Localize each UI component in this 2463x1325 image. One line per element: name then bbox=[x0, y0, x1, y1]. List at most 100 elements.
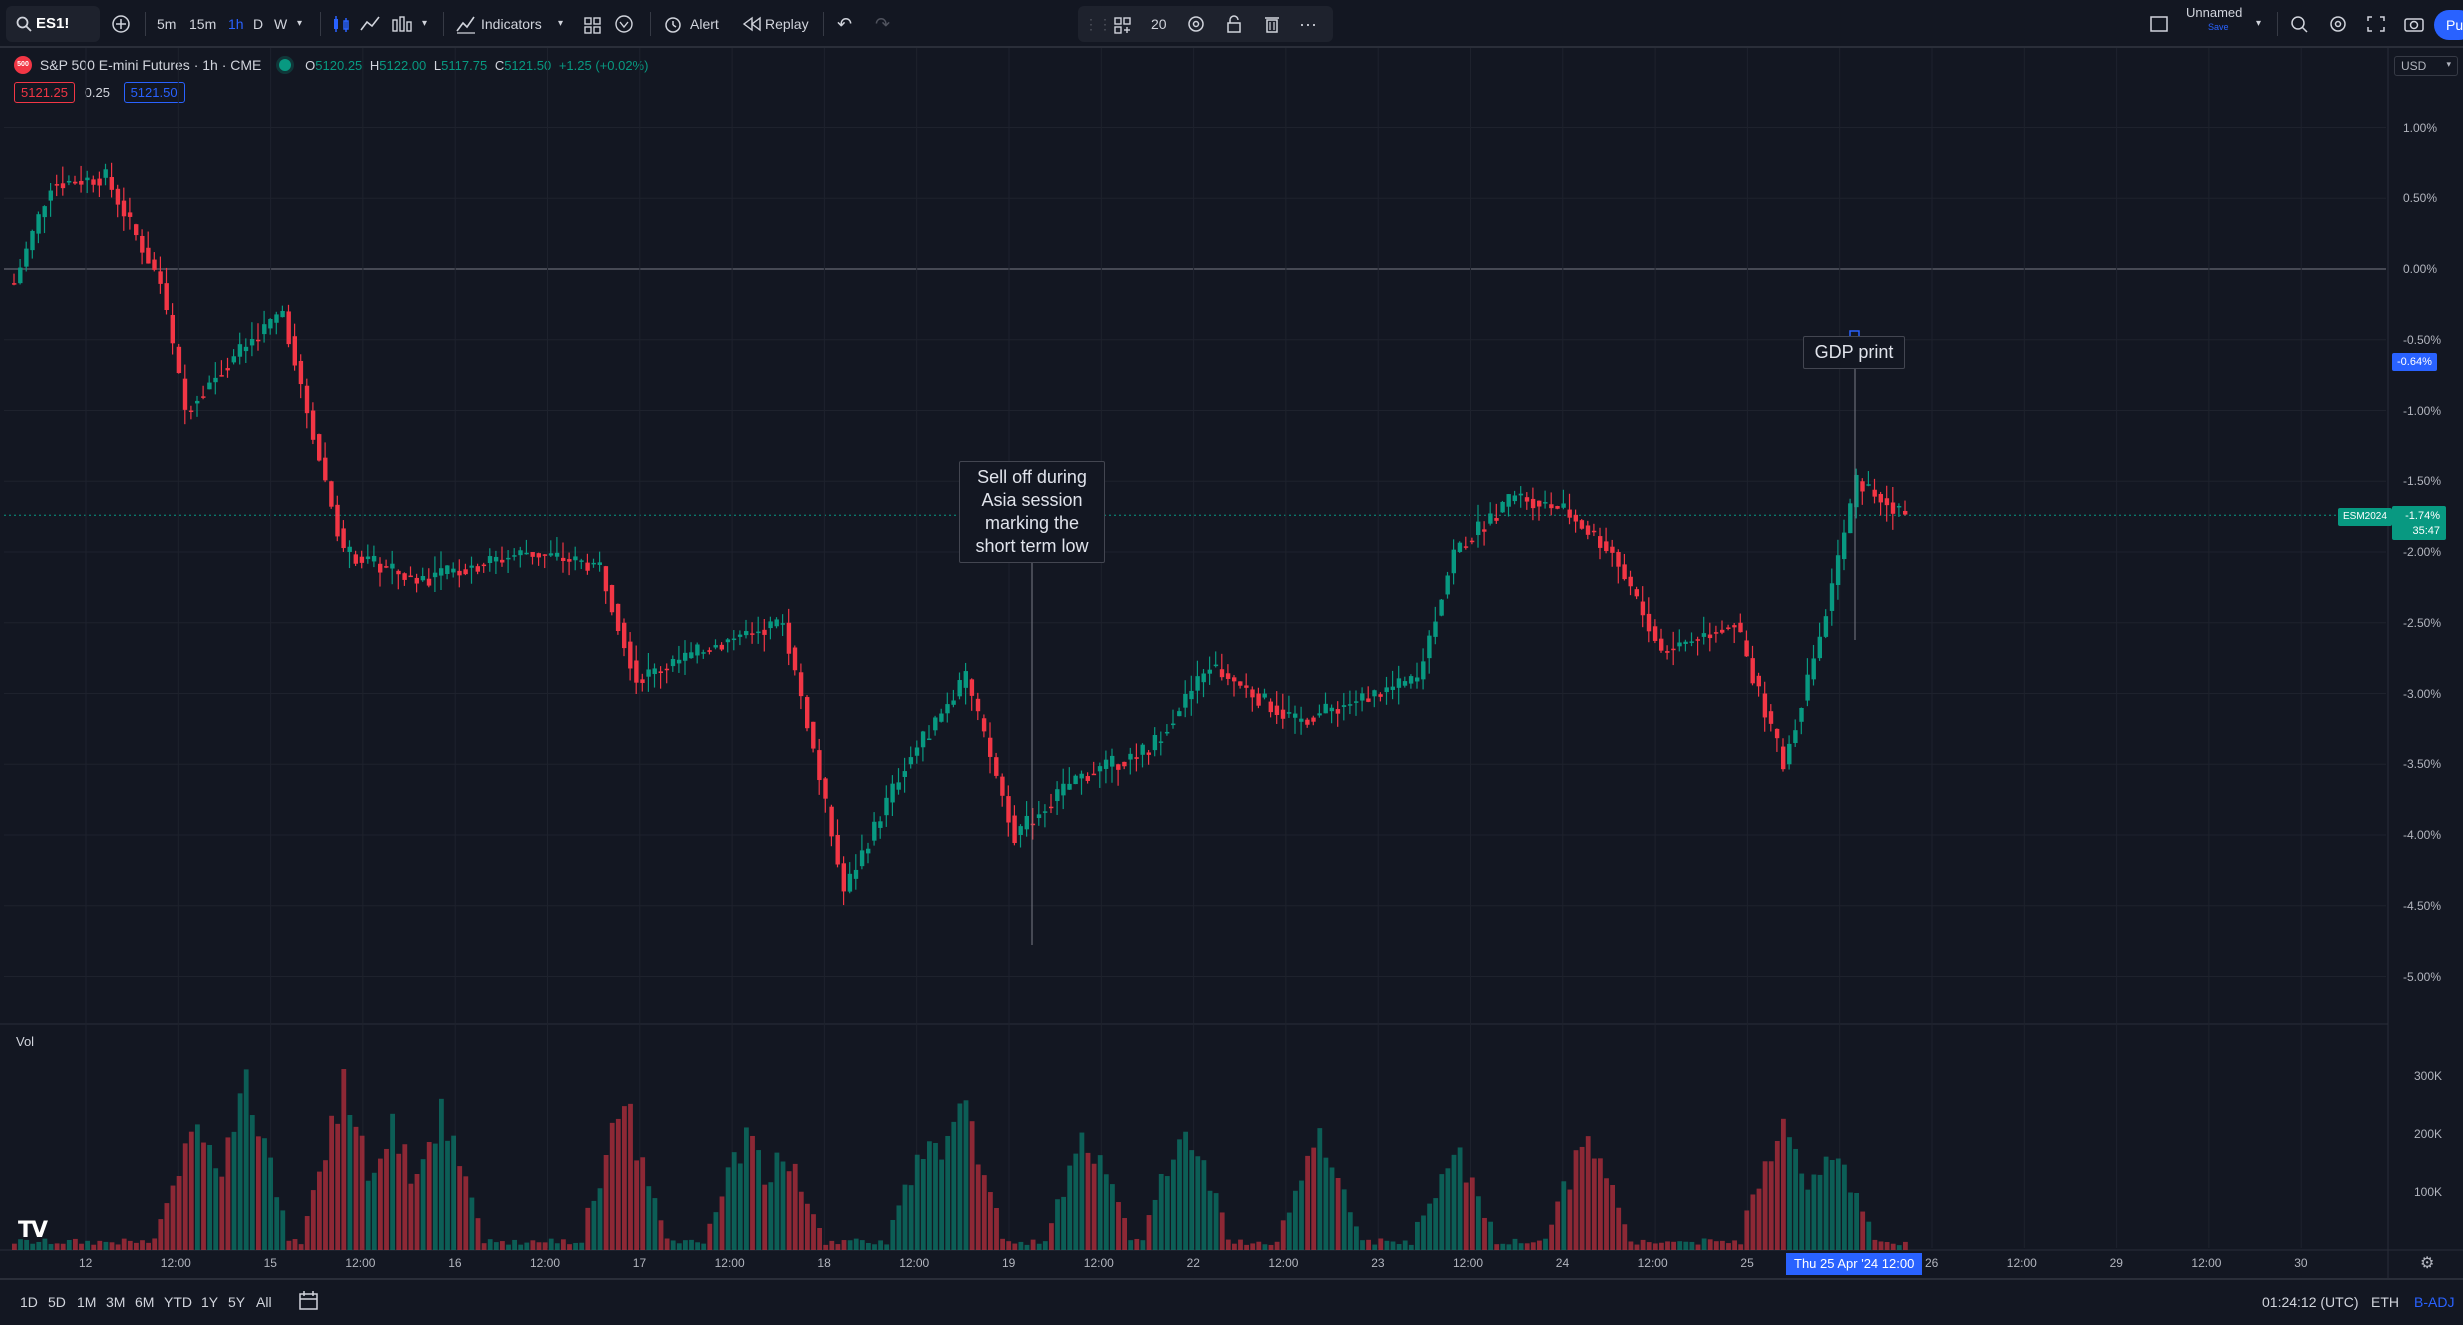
alert-button[interactable]: Alert bbox=[690, 16, 719, 32]
volume-label[interactable]: Vol bbox=[16, 1034, 35, 1049]
replay-icon[interactable] bbox=[740, 8, 762, 40]
candle bbox=[512, 555, 517, 557]
line-chart-icon[interactable] bbox=[359, 8, 381, 40]
tradingview-logo[interactable]: TV bbox=[18, 1218, 48, 1243]
volume-bar bbox=[506, 1244, 511, 1250]
redo-icon[interactable]: ↷ bbox=[875, 14, 891, 34]
candle bbox=[91, 179, 96, 185]
more-icon[interactable]: ··· bbox=[1299, 14, 1317, 34]
adjustment-toggle[interactable]: B-ADJ bbox=[2414, 1294, 2455, 1310]
candle bbox=[1335, 709, 1341, 714]
interval-w[interactable]: W bbox=[274, 16, 288, 32]
candle bbox=[24, 248, 29, 267]
indicators-button[interactable]: Indicators bbox=[481, 16, 542, 32]
range-6m[interactable]: 6M bbox=[135, 1294, 155, 1310]
volume-bar bbox=[475, 1218, 481, 1250]
interval-d[interactable]: D bbox=[253, 16, 264, 32]
alert-icon[interactable] bbox=[662, 8, 684, 40]
time-axis-label: 12:00 bbox=[1453, 1256, 1484, 1270]
chart-legend: 500 S&P 500 E-mini Futures · 1h · CME O5… bbox=[14, 56, 652, 75]
interval-15m[interactable]: 15m bbox=[189, 16, 217, 32]
fullscreen-icon[interactable] bbox=[2365, 8, 2387, 40]
volume-bar bbox=[1183, 1131, 1188, 1250]
bar-chart-type-icon[interactable] bbox=[390, 8, 412, 40]
drag-handle-icon[interactable]: ⋮⋮ bbox=[1084, 16, 1112, 32]
compare-add-icon[interactable] bbox=[110, 8, 132, 40]
quick-search-icon[interactable] bbox=[2288, 8, 2310, 40]
chevron-down-icon[interactable]: ▾ bbox=[297, 18, 303, 29]
volume-bar bbox=[1677, 1241, 1683, 1250]
chevron-down-icon[interactable]: ▾ bbox=[2256, 18, 2262, 29]
candles-icon[interactable] bbox=[330, 8, 352, 40]
object-tree-icon[interactable] bbox=[1112, 8, 1134, 40]
range-5y[interactable]: 5Y bbox=[228, 1294, 246, 1310]
symbol-title[interactable]: S&P 500 E-mini Futures · 1h · CME bbox=[39, 57, 262, 74]
volume-bar bbox=[1232, 1243, 1237, 1250]
range-all[interactable]: All bbox=[256, 1294, 272, 1310]
currency-selector[interactable]: USD ▾ bbox=[2394, 56, 2458, 76]
publish-button[interactable]: Pu bbox=[2434, 10, 2463, 40]
range-3m[interactable]: 3M bbox=[106, 1294, 126, 1310]
axis-settings-icon[interactable]: ⚙ bbox=[2420, 1255, 2435, 1272]
volume-bar bbox=[1482, 1217, 1487, 1250]
candle bbox=[1890, 502, 1896, 514]
trash-icon[interactable] bbox=[1261, 8, 1283, 40]
camera-icon[interactable] bbox=[2403, 8, 2425, 40]
clock-display[interactable]: 01:24:12 (UTC) bbox=[2262, 1294, 2359, 1310]
settings-gear-icon[interactable] bbox=[1185, 8, 1207, 40]
candle bbox=[841, 863, 846, 892]
undo-icon[interactable]: ↶ bbox=[837, 14, 853, 34]
settings-icon[interactable] bbox=[2327, 8, 2349, 40]
layout-name[interactable]: Unnamed bbox=[2186, 5, 2243, 20]
volume-bar bbox=[1268, 1244, 1274, 1250]
ask-price[interactable]: 5121.50 bbox=[123, 82, 185, 103]
bid-price[interactable]: 5121.25 bbox=[14, 82, 75, 103]
candle bbox=[823, 778, 828, 799]
chevron-down-icon[interactable]: ▾ bbox=[422, 18, 428, 29]
candle bbox=[310, 410, 316, 440]
calendar-icon[interactable] bbox=[298, 1290, 320, 1315]
range-1y[interactable]: 1Y bbox=[201, 1294, 219, 1310]
volume-bar bbox=[335, 1123, 341, 1250]
candle bbox=[1671, 648, 1676, 651]
chart-canvas[interactable] bbox=[0, 48, 2463, 1278]
candle bbox=[1860, 481, 1865, 492]
volume-bar bbox=[1396, 1244, 1402, 1250]
font-size-value[interactable]: 20 bbox=[1151, 16, 1167, 32]
candle bbox=[939, 713, 944, 722]
candle bbox=[1579, 520, 1585, 529]
candle bbox=[335, 504, 340, 537]
interval-1h[interactable]: 1h bbox=[228, 16, 244, 32]
layout-save-label[interactable]: Save bbox=[2208, 22, 2229, 32]
volume-bar bbox=[963, 1100, 969, 1250]
candle bbox=[97, 178, 102, 186]
range-1d[interactable]: 1D bbox=[20, 1294, 38, 1310]
sell-off-annotation[interactable]: Sell off during Asia session marking the… bbox=[959, 461, 1105, 563]
indicators-icon[interactable] bbox=[455, 8, 477, 40]
session-toggle[interactable]: ETH bbox=[2371, 1294, 2399, 1310]
chevron-down-icon[interactable]: ▾ bbox=[558, 18, 564, 29]
replay-button[interactable]: Replay bbox=[765, 16, 809, 32]
lock-icon[interactable] bbox=[1223, 8, 1245, 40]
symbol-search[interactable]: ES1! bbox=[6, 6, 100, 42]
volume-bar bbox=[152, 1238, 158, 1250]
volume-bar bbox=[707, 1223, 713, 1250]
volume-bar bbox=[603, 1154, 609, 1250]
market-status-icon[interactable] bbox=[279, 59, 292, 72]
templates-icon[interactable] bbox=[582, 8, 604, 40]
range-5d[interactable]: 5D bbox=[48, 1294, 66, 1310]
layout-icon[interactable] bbox=[2148, 8, 2170, 40]
volume-bar bbox=[786, 1171, 792, 1250]
range-1m[interactable]: 1M bbox=[77, 1294, 97, 1310]
candle bbox=[256, 339, 261, 342]
candle bbox=[615, 603, 621, 631]
search-icon bbox=[16, 16, 32, 32]
range-ytd[interactable]: YTD bbox=[164, 1294, 192, 1310]
strategy-icon[interactable] bbox=[613, 8, 635, 40]
gdp-annotation[interactable]: GDP print bbox=[1803, 336, 1905, 369]
interval-5m[interactable]: 5m bbox=[157, 16, 177, 32]
volume-bar bbox=[1000, 1238, 1005, 1250]
volume-bar bbox=[1207, 1190, 1213, 1250]
volume-bar bbox=[1335, 1177, 1341, 1250]
candle bbox=[1835, 555, 1841, 586]
